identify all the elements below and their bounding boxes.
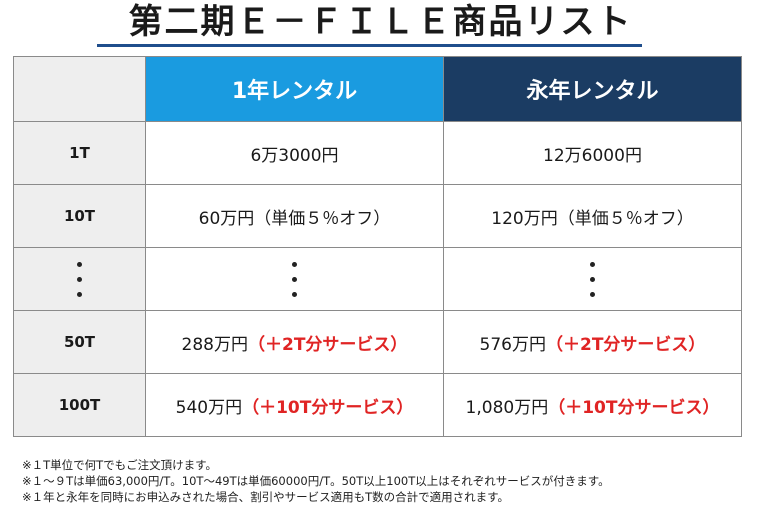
header-1year-rental: 1年レンタル <box>145 56 444 122</box>
row-label: 100T <box>13 373 146 437</box>
vertical-ellipsis-icon <box>444 261 741 297</box>
service-note: （＋2T分サービス） <box>546 334 706 355</box>
row-label: 50T <box>13 310 146 374</box>
price-table: 1年レンタル 永年レンタル 1T 6万3000円 12万6000円 10T 60… <box>13 56 742 437</box>
row-label: 1T <box>13 121 146 185</box>
price-value: 60万円（単価５％オフ） <box>198 208 391 229</box>
price-cell: 120万円（単価５％オフ） <box>443 184 742 248</box>
service-note: （＋10T分サービス） <box>548 397 720 418</box>
price-cell: 576万円（＋2T分サービス） <box>443 310 742 374</box>
service-note: （＋10T分サービス） <box>242 397 414 418</box>
row-label: 10T <box>13 184 146 248</box>
footnote: ※１年と永年を同時にお申込みされた場合、割引やサービス適用もT数の合計で適用され… <box>22 490 510 504</box>
page-title: 第二期Ｅ－ＦＩＬＥ商品リスト <box>128 2 633 42</box>
footnotes: ※１T単位で何Tでもご注文頂けます。 ※１～９Tは単価63,000円/T。10T… <box>22 457 752 505</box>
table-row: 100T 540万円（＋10T分サービス） 1,080万円（＋10T分サービス） <box>13 373 742 437</box>
ellipsis-cell <box>145 247 444 311</box>
header-permanent-rental: 永年レンタル <box>443 56 742 122</box>
title-underline <box>97 44 642 47</box>
price-value: 6万3000円 <box>250 145 339 166</box>
ellipsis-cell <box>13 247 146 311</box>
price-cell: 60万円（単価５％オフ） <box>145 184 444 248</box>
table-row-ellipsis <box>13 247 742 311</box>
price-value: 12万6000円 <box>543 145 642 166</box>
service-note: （＋2T分サービス） <box>248 334 408 355</box>
table-row: 10T 60万円（単価５％オフ） 120万円（単価５％オフ） <box>13 184 742 248</box>
price-cell: 288万円（＋2T分サービス） <box>145 310 444 374</box>
price-value: 1,080万円 <box>465 397 549 418</box>
price-value: 540万円 <box>175 397 243 418</box>
vertical-ellipsis-icon <box>146 261 443 297</box>
price-cell: 1,080万円（＋10T分サービス） <box>443 373 742 437</box>
price-cell: 6万3000円 <box>145 121 444 185</box>
vertical-ellipsis-icon <box>14 261 145 297</box>
header-corner <box>13 56 146 122</box>
ellipsis-cell <box>443 247 742 311</box>
footnote: ※１T単位で何Tでもご注文頂けます。 <box>22 458 218 472</box>
price-cell: 540万円（＋10T分サービス） <box>145 373 444 437</box>
price-cell: 12万6000円 <box>443 121 742 185</box>
price-value: 576万円 <box>479 334 546 355</box>
footnote: ※１～９Tは単価63,000円/T。10T～49Tは単価60000円/T。50T… <box>22 474 610 488</box>
table-row: 1T 6万3000円 12万6000円 <box>13 121 742 185</box>
table-row: 50T 288万円（＋2T分サービス） 576万円（＋2T分サービス） <box>13 310 742 374</box>
price-value: 120万円（単価５％オフ） <box>491 208 694 229</box>
price-value: 288万円 <box>181 334 248 355</box>
